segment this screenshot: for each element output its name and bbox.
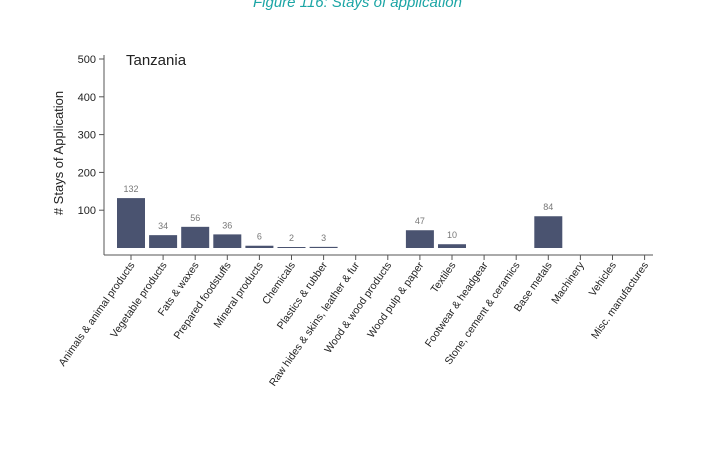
y-tick-label: 100 [78,205,96,217]
bar [277,247,306,248]
bars [117,198,563,248]
bar [534,216,563,248]
x-axis [104,254,653,260]
y-tick-label: 200 [78,167,96,179]
x-tick-label: Vegetable products [108,260,169,341]
bar-labels: 132 34 56 36 6 2 3 47 10 84 [123,184,553,243]
bar-data-label: 3 [321,233,326,243]
x-tick-label: Wood pulp & paper [365,259,427,340]
bar [149,235,178,248]
bar-data-label: 56 [190,213,200,223]
x-tick-label: Prepared foodstuffs [171,260,233,342]
y-tick-label: 300 [78,130,96,142]
bar [213,234,242,248]
x-tick-label: Misc. manufactures [589,260,651,341]
bar [117,198,145,248]
bar-data-label: 47 [415,216,425,226]
y-tick-label: 500 [78,54,96,66]
bar-data-label: 6 [257,232,262,242]
x-tick-label: Textiles [429,260,459,296]
bar [405,230,434,248]
x-tick-label: Vehicles [587,260,619,299]
figure-caption: Figure 116: Stays of application [252,0,462,11]
y-axis-label: # Stays of Application [51,91,66,215]
bar [181,226,210,248]
bar [309,246,338,248]
bar [438,244,466,248]
chart-title: Tanzania [126,52,187,69]
y-axis: 100 200 300 400 500 [78,54,105,255]
bar-data-label: 10 [447,230,457,240]
bar [245,245,274,248]
bar-data-label: 2 [289,233,294,243]
x-tick-label: Machinery [549,259,587,306]
bar-data-label: 34 [158,221,168,231]
y-tick-label: 400 [78,92,96,104]
bar-data-label: 132 [123,184,138,194]
bar-data-label: 84 [543,202,553,212]
bar-data-label: 36 [222,220,232,230]
